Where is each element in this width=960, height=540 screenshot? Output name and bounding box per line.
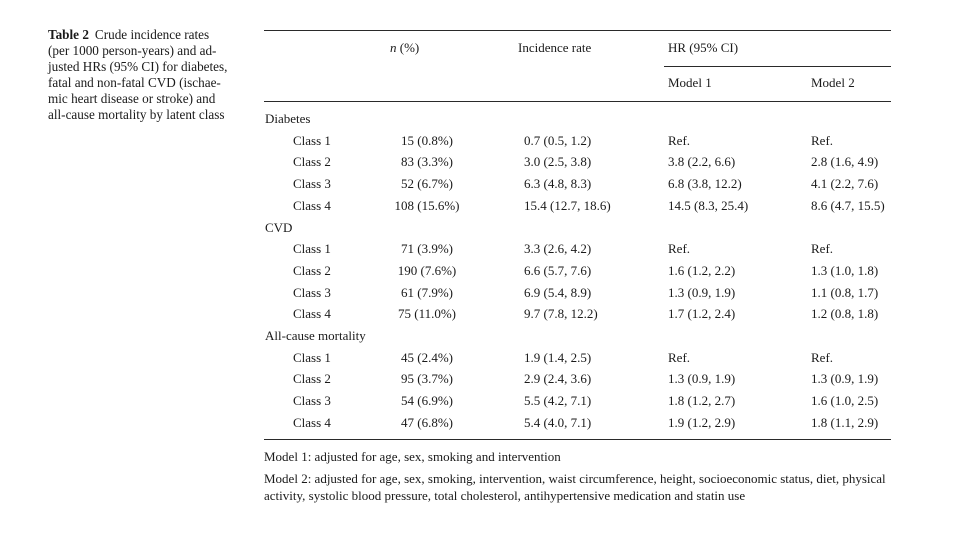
class-label: Class 2 — [293, 262, 331, 278]
model2-value: 1.2 (0.8, 1.8) — [811, 306, 879, 322]
caption-line: all-cause mortality by latent class — [48, 107, 225, 123]
incidence-value: 6.3 (4.8, 8.3) — [524, 176, 592, 192]
header-bottom-rule — [264, 101, 891, 102]
top-rule — [264, 30, 891, 31]
n-value: 190 (7.6%) — [397, 262, 457, 278]
model2-value: 1.1 (0.8, 1.7) — [811, 284, 879, 300]
incidence-value: 6.9 (5.4, 8.9) — [524, 284, 592, 300]
model2-value: 1.8 (1.1, 2.9) — [811, 414, 879, 430]
column-header-incidence: Incidence rate — [518, 40, 592, 55]
n-percent-label: (%) — [396, 40, 420, 55]
n-value: 15 (0.8%) — [401, 132, 453, 148]
table-label: Table 2 — [48, 27, 89, 42]
model2-value: 4.1 (2.2, 7.6) — [811, 176, 879, 192]
class-label: Class 3 — [293, 284, 331, 300]
model1-value: Ref. — [668, 241, 691, 257]
column-header-hr: HR (95% CI) — [668, 40, 739, 55]
n-value: 95 (3.7%) — [401, 371, 453, 387]
hr-subheader-rule — [664, 66, 891, 67]
n-value: 61 (7.9%) — [401, 284, 453, 300]
class-label: Class 1 — [293, 241, 331, 257]
caption-line: justed HRs (95% CI) for diabetes, — [48, 59, 228, 75]
model2-value: 1.3 (0.9, 1.9) — [811, 371, 879, 387]
n-value: 75 (11.0%) — [397, 306, 456, 322]
model2-value: 1.3 (1.0, 1.8) — [811, 262, 879, 278]
caption-line: (per 1000 person-years) and ad- — [48, 43, 217, 59]
class-label: Class 4 — [293, 197, 331, 213]
model1-value: 6.8 (3.8, 12.2) — [668, 176, 742, 192]
section-title: Diabetes — [265, 111, 311, 126]
n-value: 52 (6.7%) — [401, 176, 453, 192]
table-caption: Table 2 Crude incidence rates (per 1000 p… — [48, 27, 248, 124]
incidence-value: 3.0 (2.5, 3.8) — [524, 154, 592, 170]
footnote-model1: Model 1: adjusted for age, sex, smoking … — [264, 449, 561, 464]
n-value: 108 (15.6%) — [394, 197, 460, 213]
table-bottom-rule — [264, 439, 891, 440]
n-value: 71 (3.9%) — [401, 241, 453, 257]
class-label: Class 1 — [293, 349, 331, 365]
model2-value: 1.6 (1.0, 2.5) — [811, 393, 879, 409]
incidence-value: 1.9 (1.4, 2.5) — [524, 349, 592, 365]
n-value: 54 (6.9%) — [401, 393, 453, 409]
incidence-value: 5.4 (4.0, 7.1) — [524, 414, 592, 430]
section-title: CVD — [265, 219, 293, 235]
model1-value: Ref. — [668, 349, 691, 365]
n-value: 83 (3.3%) — [401, 154, 453, 170]
class-label: Class 3 — [293, 393, 331, 409]
class-label: Class 2 — [293, 154, 331, 170]
n-value: 45 (2.4%) — [401, 349, 453, 365]
caption-line: Crude incidence rates — [94, 27, 210, 42]
model2-value: Ref. — [811, 349, 834, 365]
column-header-n: n (%) — [390, 40, 419, 56]
model2-value: Ref. — [811, 241, 834, 257]
class-label: Class 3 — [293, 176, 331, 192]
model1-value: 14.5 (8.3, 25.4) — [668, 197, 749, 213]
model1-value: 1.3 (0.9, 1.9) — [668, 371, 736, 387]
incidence-value: 0.7 (0.5, 1.2) — [524, 132, 592, 148]
footnote-model2: Model 2: adjusted for age, sex, smoking,… — [264, 471, 886, 503]
model1-value: 3.8 (2.2, 6.6) — [668, 154, 736, 170]
class-label: Class 2 — [293, 371, 331, 387]
incidence-value: 5.5 (4.2, 7.1) — [524, 393, 592, 409]
model1-value: 1.3 (0.9, 1.9) — [668, 284, 736, 300]
incidence-value: 9.7 (7.8, 12.2) — [524, 306, 598, 322]
n-symbol: n — [390, 40, 397, 55]
column-header-model1: Model 1 — [668, 75, 712, 90]
incidence-value: 3.3 (2.6, 4.2) — [524, 241, 592, 257]
model1-value: 1.7 (1.2, 2.4) — [668, 306, 736, 322]
incidence-value: 6.6 (5.7, 7.6) — [524, 262, 592, 278]
caption-line: fatal and non-fatal CVD (ischae- — [48, 75, 221, 91]
incidence-value: 15.4 (12.7, 18.6) — [524, 197, 611, 213]
class-label: Class 1 — [293, 132, 331, 148]
model2-value: Ref. — [811, 132, 834, 148]
model1-value: 1.8 (1.2, 2.7) — [668, 393, 736, 409]
section-title: All-cause mortality — [265, 328, 366, 343]
incidence-value: 2.9 (2.4, 3.6) — [524, 371, 592, 387]
model1-value: 1.6 (1.2, 2.2) — [668, 262, 736, 278]
n-value: 47 (6.8%) — [401, 414, 453, 430]
class-label: Class 4 — [293, 306, 331, 322]
model1-value: Ref. — [668, 132, 691, 148]
column-header-model2: Model 2 — [811, 75, 855, 90]
class-label: Class 4 — [293, 414, 331, 430]
model2-value: 8.6 (4.7, 15.5) — [811, 197, 885, 213]
model1-value: 1.9 (1.2, 2.9) — [668, 414, 736, 430]
model2-value: 2.8 (1.6, 4.9) — [811, 154, 879, 170]
caption-line: mic heart disease or stroke) and — [48, 91, 216, 107]
